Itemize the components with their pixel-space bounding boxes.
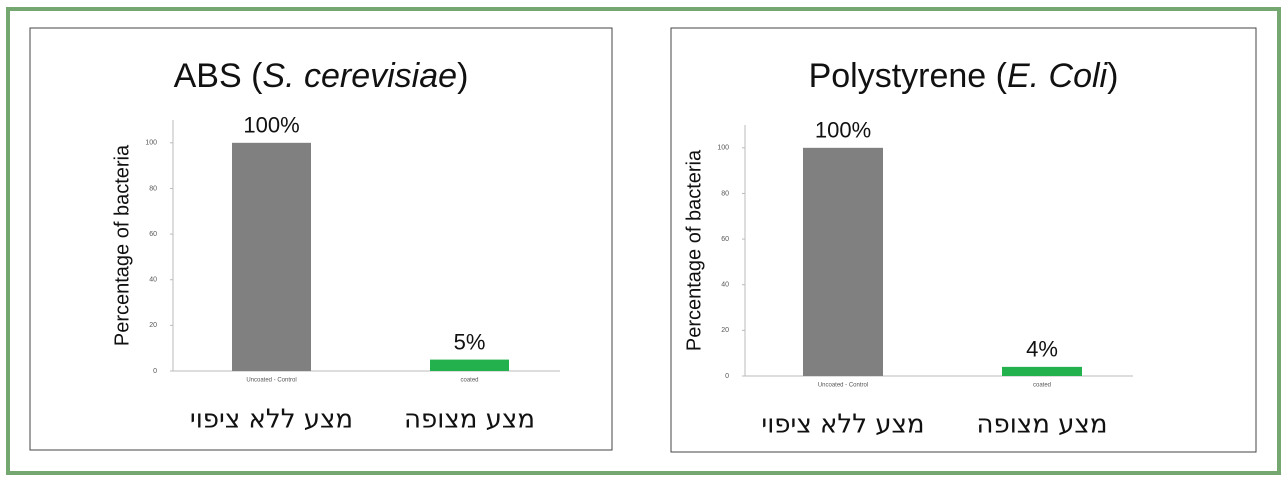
x-tick-label: coated [1033,383,1051,389]
y-tick-label: 80 [721,190,729,197]
bar [1002,366,1082,376]
category-caption: מצע מצופה [976,410,1107,440]
y-tick-label: 20 [149,322,157,329]
y-tick-label: 40 [149,277,157,284]
category-caption: מצע מצופה [404,405,535,435]
title-part: ) [1107,57,1118,95]
x-tick-label: Uncoated - Control [818,383,868,389]
value-label: 5% [454,329,486,354]
x-tick-label: coated [460,378,478,384]
bar [430,359,509,371]
value-label: 4% [1026,337,1058,362]
y-tick-label: 100 [717,145,729,152]
value-label: 100% [815,118,871,143]
y-tick-label: 0 [153,368,157,375]
frame [6,7,1281,475]
y-tick-label: 0 [725,373,729,380]
bar [232,142,311,371]
category-caption: מצע ללא ציפוי [761,410,924,440]
y-axis-label: Percentage of bacteria [111,144,133,346]
title-part: Polystyrene ( [809,57,1008,95]
y-tick-label: 60 [721,236,729,243]
panel [670,27,1257,453]
category-caption: מצע ללא ציפוי [190,405,353,435]
value-label: 100% [243,113,299,138]
y-tick-label: 80 [149,185,157,192]
chart-title: Polystyrene (E. Coli) [809,57,1119,95]
title-part: ) [457,57,468,95]
bar [803,147,883,376]
panel [29,27,613,451]
y-tick-label: 40 [721,282,729,289]
y-axis-label: Percentage of bacteria [683,149,705,351]
title-part: S. cerevisiae [262,57,457,95]
chart-title: ABS (S. cerevisiae) [174,57,469,95]
y-tick-label: 60 [149,231,157,238]
title-part: E. Coli [1007,57,1109,95]
x-tick-label: Uncoated - Control [246,378,296,384]
y-tick-label: 100 [145,140,157,147]
y-tick-label: 20 [721,327,729,334]
title-part: ABS ( [174,57,263,95]
